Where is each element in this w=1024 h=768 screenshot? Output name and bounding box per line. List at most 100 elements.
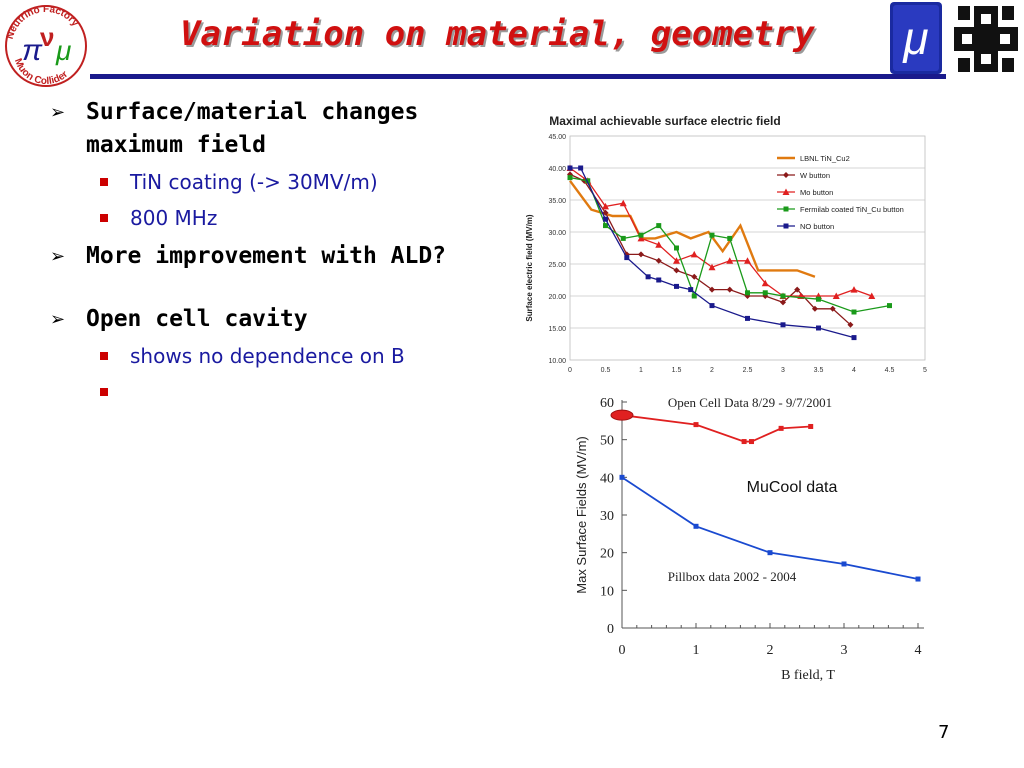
x-tick-label: 3.5 <box>814 367 824 374</box>
data-point <box>690 250 698 258</box>
fermilab-logo <box>948 2 1024 76</box>
data-point <box>655 241 663 248</box>
y-tick-label: 35.00 <box>548 198 566 205</box>
bullet-3-text: Open cell cavity <box>86 306 308 332</box>
data-point <box>619 474 625 480</box>
y-tick-label: 40.00 <box>548 166 566 173</box>
x-tick-label: 1 <box>693 643 700 658</box>
mu-symbol: μ <box>902 12 928 64</box>
data-point <box>761 279 769 287</box>
bullet-1: ➢ Surface/material changes maximum field <box>50 96 510 162</box>
y-tick-label: 30 <box>600 509 614 524</box>
data-point <box>638 251 644 258</box>
data-point <box>673 257 680 264</box>
x-axis-label: B field, T <box>781 668 835 683</box>
data-point <box>578 165 584 171</box>
y-axis-label: Surface electric field (MV/m) <box>525 214 534 321</box>
sub-bullet-3-1-text: shows no dependence on B <box>130 344 405 368</box>
legend-label: W button <box>800 171 830 180</box>
data-point <box>745 290 750 296</box>
x-tick-label: 2 <box>710 367 714 374</box>
series-line <box>569 167 872 297</box>
x-tick-label: 0 <box>568 367 572 374</box>
y-tick-label: 10 <box>600 584 614 599</box>
legend-marker <box>783 223 789 229</box>
data-point <box>780 322 786 328</box>
sub-bullet-1-1-text: TiN coating (-> 30MV/m) <box>130 170 378 194</box>
data-point <box>603 216 608 222</box>
y-tick-label: 30.00 <box>548 230 566 237</box>
data-point <box>691 273 698 280</box>
data-point <box>816 325 821 331</box>
data-point <box>851 335 857 341</box>
data-point <box>693 523 699 529</box>
data-point <box>832 292 840 299</box>
data-point <box>567 175 573 181</box>
sub-bullet-1-1: TiN coating (-> 30MV/m) <box>50 164 510 200</box>
data-point <box>726 286 733 293</box>
data-point <box>624 255 630 261</box>
data-point <box>585 178 591 184</box>
y-tick-label: 25.00 <box>548 262 566 269</box>
data-point <box>709 303 715 309</box>
legend-label: LBNL TiN_Cu2 <box>800 154 850 163</box>
data-point <box>602 202 609 210</box>
data-point <box>567 165 573 171</box>
data-point <box>808 423 814 429</box>
y-axis-label: Max Surface Fields (MV/m) <box>574 436 589 593</box>
legend-label: Mo button <box>800 188 833 197</box>
arrow-bullet-icon: ➢ <box>50 309 66 330</box>
data-point <box>780 299 786 306</box>
open-cell-chart: Open Cell Data 8/29 - 9/7/2001 Max Surfa… <box>574 395 924 683</box>
x-tick-label: 4.5 <box>885 367 895 374</box>
arrow-bullet-icon: ➢ <box>50 102 66 123</box>
data-point <box>638 232 644 238</box>
data-point <box>741 439 747 445</box>
y-tick-label: 60 <box>600 396 614 411</box>
mucool-mu-logo: μ <box>890 2 942 74</box>
data-point <box>744 257 751 264</box>
data-point <box>708 263 716 271</box>
data-point <box>620 235 626 241</box>
data-point <box>887 303 892 309</box>
y-tick-label: 45.00 <box>548 134 566 141</box>
series-line <box>569 180 816 278</box>
data-point <box>674 245 679 251</box>
y-tick-label: 50 <box>600 434 614 449</box>
y-tick-label: 0 <box>607 622 614 637</box>
chart-title: Maximal achievable surface electric fiel… <box>549 114 780 128</box>
data-point <box>656 277 662 283</box>
svg-text:π: π <box>22 34 43 67</box>
x-tick-label: 4 <box>852 367 856 374</box>
mucool-annotation: MuCool data <box>747 479 838 496</box>
legend-marker <box>783 206 789 212</box>
data-point <box>915 576 921 582</box>
square-bullet-icon <box>100 178 108 186</box>
x-tick-label: 0.5 <box>601 367 611 374</box>
data-point <box>726 257 734 264</box>
highlight-marker <box>610 409 634 421</box>
data-point <box>709 286 715 293</box>
x-tick-label: 1 <box>639 367 643 374</box>
data-point <box>688 287 694 293</box>
square-bullet-icon <box>100 352 108 360</box>
series-line <box>621 414 811 443</box>
bullet-2-text: More improvement with ALD? <box>86 243 447 269</box>
square-bullet-icon <box>100 214 108 222</box>
data-point <box>693 422 699 428</box>
slide-title: Variation on material, geometry <box>180 14 815 54</box>
slide-number: 7 <box>938 722 950 743</box>
data-point <box>674 283 679 289</box>
svg-text:μ: μ <box>55 35 71 66</box>
data-point <box>829 305 836 312</box>
sub-bullet-1-2-text: 800 MHz <box>130 206 218 230</box>
data-point <box>619 199 627 207</box>
neutrino-factory-logo: Neutrino Factory Muon Collider π ν μ <box>0 0 92 92</box>
x-tick-label: 4 <box>915 643 922 658</box>
surface-field-chart: Maximal achievable surface electric fiel… <box>525 114 927 374</box>
data-point <box>811 305 818 312</box>
bullet-list: ➢ Surface/material changes maximum field… <box>50 96 510 396</box>
x-tick-label: 5 <box>923 367 927 374</box>
data-point <box>816 296 821 302</box>
data-point <box>603 223 608 229</box>
